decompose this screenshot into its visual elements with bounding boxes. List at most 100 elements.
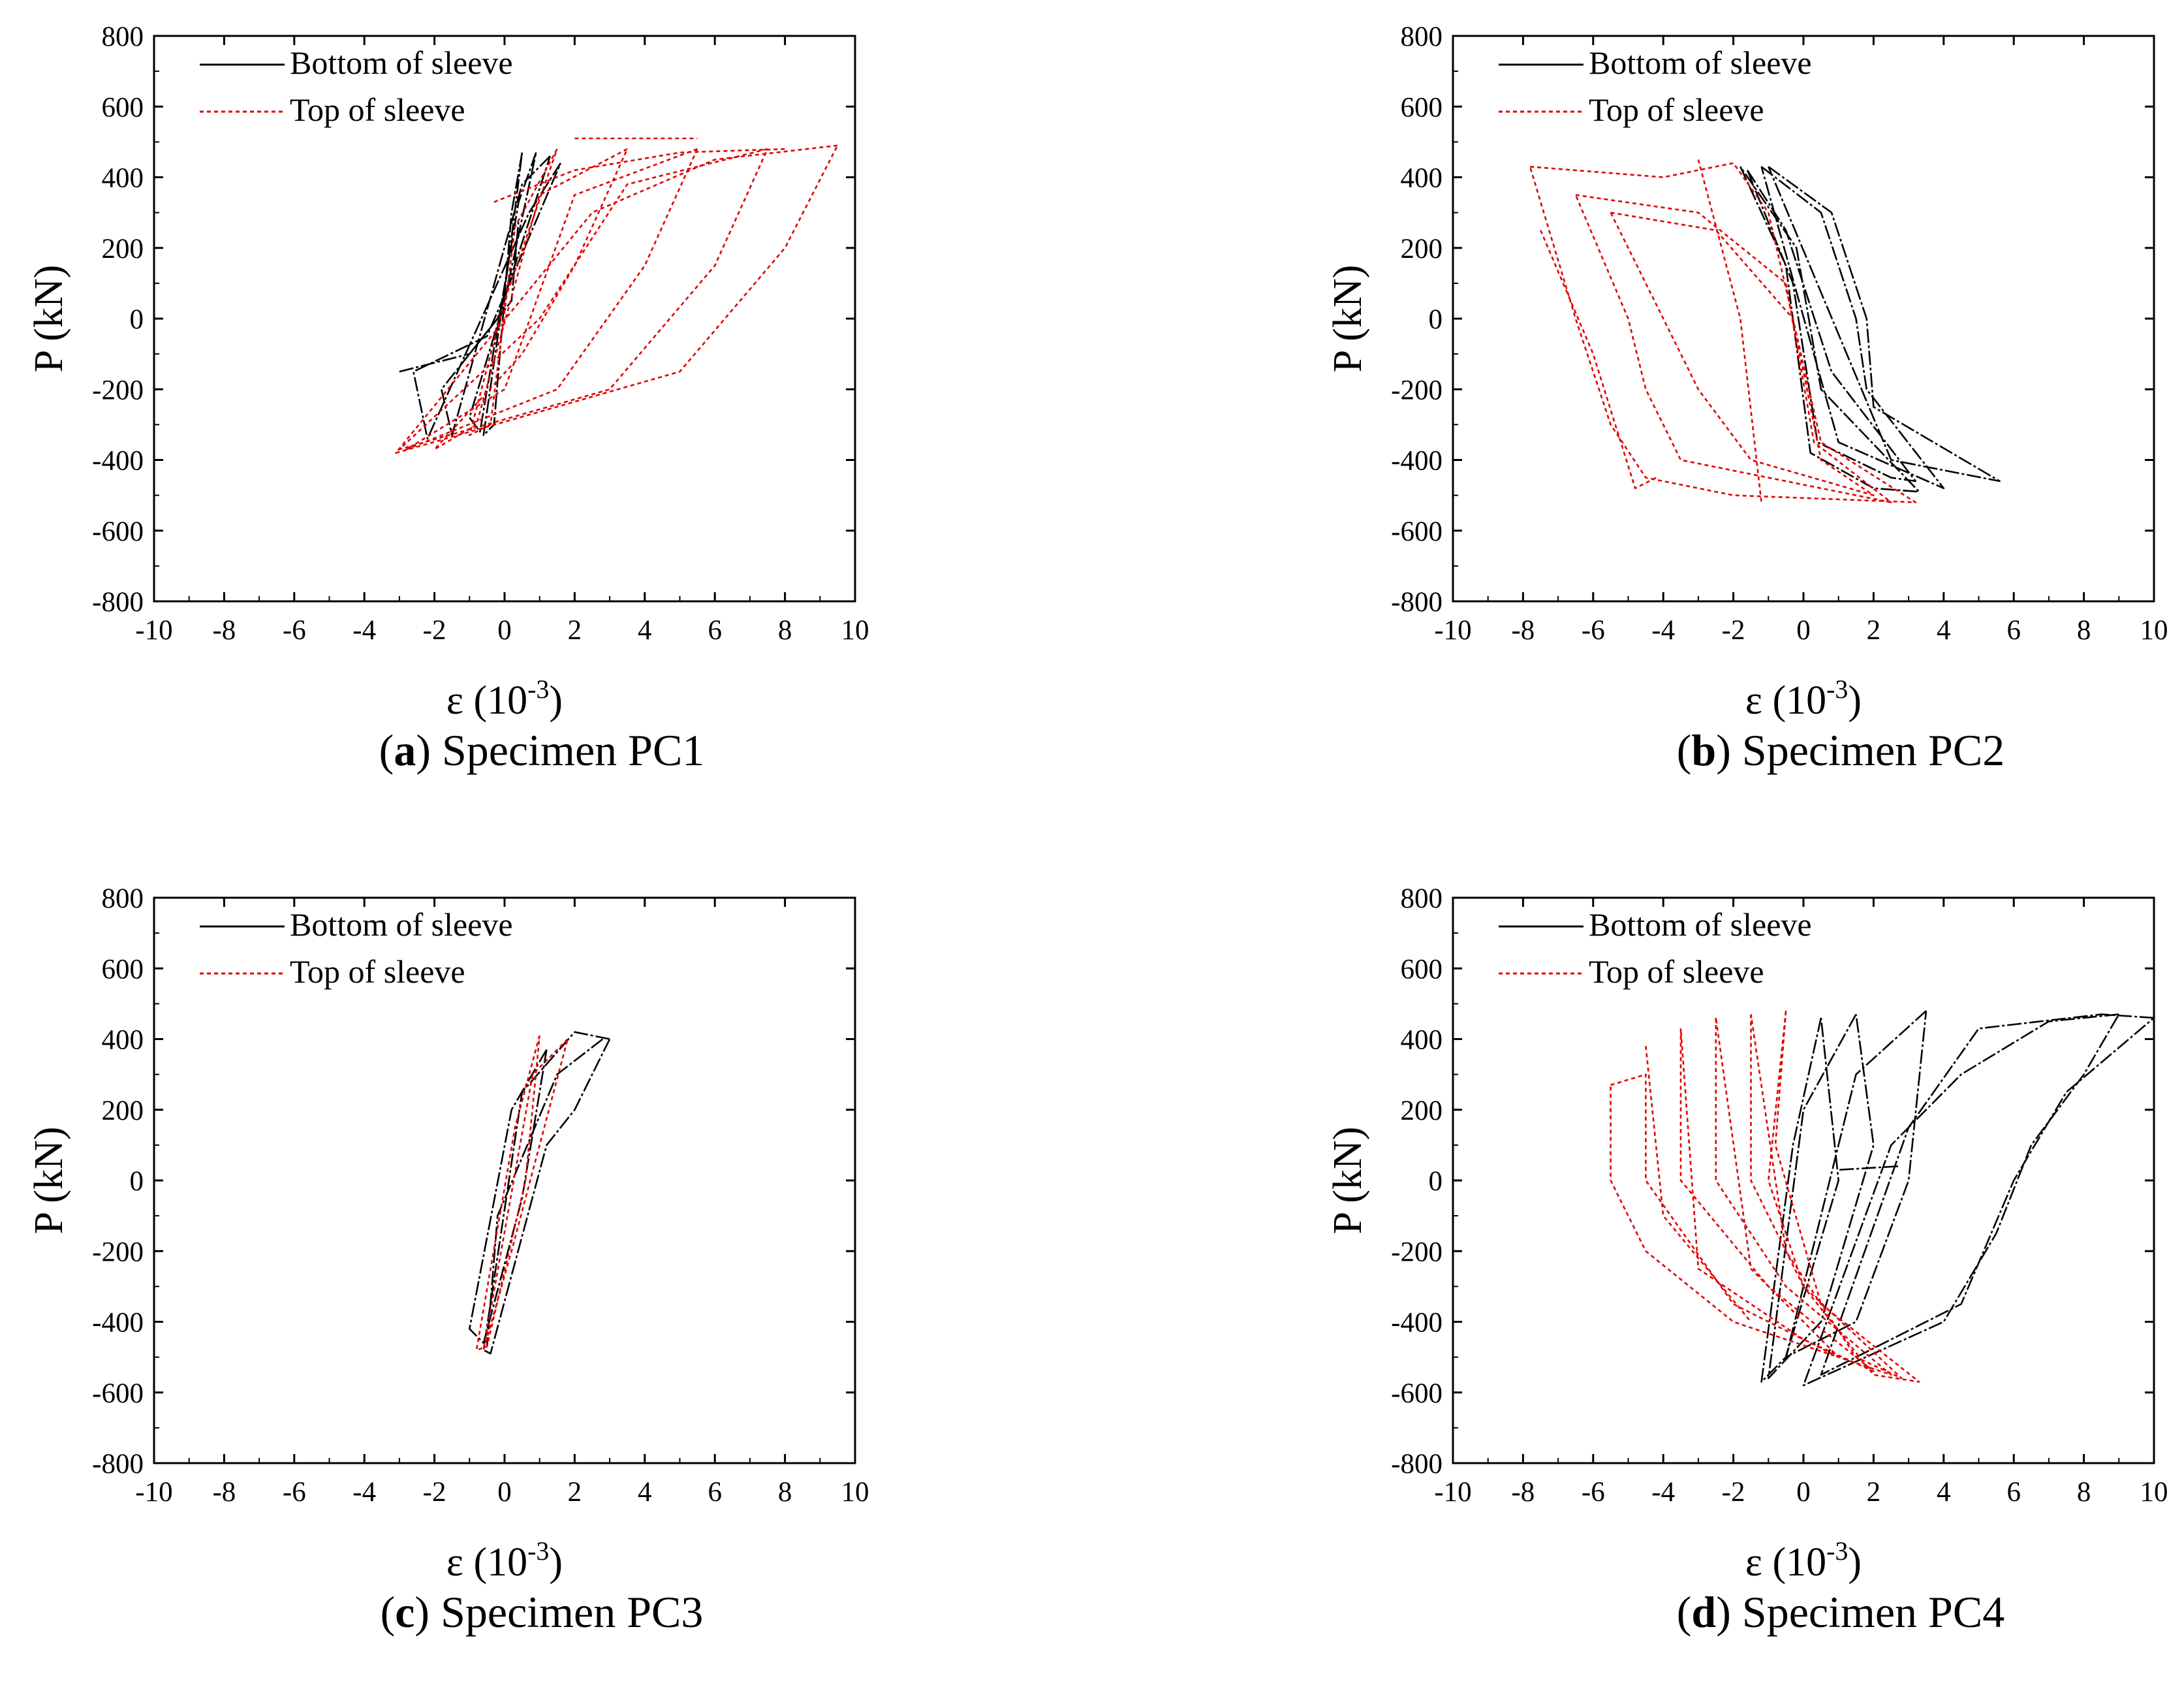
chart-d: -10 -8 -6 -4 -2 0 2 4 6 8 10 -800 -600 -400 -200 0 200 40…: [1326, 883, 2168, 1585]
caption-open-b: (: [1676, 725, 1692, 775]
x-tick-label: 2: [1867, 615, 1881, 646]
top-of-sleeve-curve: [1540, 230, 1657, 490]
x-tick-label: 4: [1937, 1477, 1951, 1508]
x-tick-label: 10: [841, 1477, 869, 1508]
x-tick-label: 8: [2077, 1477, 2091, 1508]
top-of-sleeve-curve: [395, 144, 839, 454]
x-tick-label: -4: [352, 615, 376, 646]
top-of-sleeve-curve: [493, 148, 785, 203]
x-tick-label: 2: [1867, 1477, 1881, 1508]
caption-letter-d: d: [1691, 1587, 1717, 1637]
x-tick-label: 0: [1796, 615, 1811, 646]
legend-label-bottom: Bottom of sleeve: [1589, 44, 1812, 81]
x-tick-label: 6: [2006, 1477, 2021, 1508]
y-tick-label: 600: [1401, 954, 1443, 985]
top-of-sleeve-curve: [1574, 194, 1892, 503]
top-of-sleeve-curve: [468, 148, 558, 436]
x-axis-title-exponent: -3: [1826, 1536, 1848, 1566]
top-of-sleeve-curve: [1610, 1073, 1840, 1358]
caption-open-a: (: [379, 725, 394, 775]
caption-open-d: (: [1676, 1587, 1692, 1637]
chart-a: -10 -8 -6 -4 -2 0 2 4 6 8 10 -800 -600 -400 -200 0 200 40…: [27, 22, 869, 723]
x-tick-label: 8: [778, 615, 792, 646]
x-tick-label: 6: [708, 615, 722, 646]
plot-frame: [153, 896, 856, 1464]
x-tick-label: 10: [841, 615, 869, 646]
caption-text-b: Specimen PC2: [1730, 725, 2005, 775]
chart-panel-b: -10 -8 -6 -4 -2 0 2 4 6 8 10 -800 -600 -400 -200 0 200 40…: [1299, 0, 2184, 829]
caption-d: (d) Specimen PC4: [1299, 1587, 2184, 1638]
top-of-sleeve-curve: [1697, 159, 1762, 503]
y-tick-label: -200: [1391, 375, 1443, 405]
y-tick-label: -600: [1391, 1378, 1443, 1409]
top-of-sleeve-curve: [1645, 1046, 1752, 1323]
legend-label-bottom: Bottom of sleeve: [290, 906, 513, 943]
y-tick-label: 400: [102, 163, 144, 194]
x-axis-title-main: ε (10: [1745, 678, 1826, 723]
x-axis-title-exponent: -3: [1826, 674, 1848, 704]
x-tick-label: 0: [497, 1477, 512, 1508]
chart-panel-a: -10 -8 -6 -4 -2 0 2 4 6 8 10 -800 -600 -400 -200 0 200 40…: [0, 0, 1084, 829]
y-tick-label: 600: [102, 92, 144, 123]
x-axis-title: ε (10-3): [1745, 674, 1862, 723]
y-tick-label: -800: [92, 1449, 144, 1479]
y-tick-label: 0: [1429, 1166, 1443, 1197]
caption-close-a: ): [416, 725, 431, 775]
bottom-of-sleeve-curve: [440, 155, 552, 436]
legend-label-top: Top of sleeve: [290, 91, 465, 128]
bottom-of-sleeve-curve: [468, 152, 537, 433]
series-group: [1610, 1010, 2154, 1387]
top-of-sleeve-curve: [1610, 212, 1875, 496]
x-axis-title-close: ): [549, 1540, 563, 1585]
top-of-sleeve-curve: [1679, 1028, 1875, 1372]
y-tick-label: 600: [102, 954, 144, 985]
bottom-of-sleeve-curve: [1760, 1017, 1840, 1383]
x-axis-title: ε (10-3): [446, 1536, 563, 1585]
bottom-of-sleeve-curve: [482, 1031, 611, 1355]
bottom-of-sleeve-curve: [486, 1038, 604, 1347]
legend-label-bottom: Bottom of sleeve: [290, 44, 513, 81]
x-tick-label: -10: [135, 615, 172, 646]
top-of-sleeve-curve: [398, 148, 768, 450]
bottom-of-sleeve-curve: [413, 163, 562, 440]
x-axis-title-close: ): [1848, 1540, 1862, 1585]
series-group: [1529, 159, 2001, 503]
x-tick-label: 6: [2006, 615, 2021, 646]
bottom-of-sleeve-curve: [468, 1049, 548, 1344]
top-of-sleeve-curve: [482, 1038, 569, 1351]
caption-close-d: ): [1716, 1587, 1731, 1637]
bottom-of-sleeve-curve: [1767, 1013, 1875, 1380]
x-tick-label: -8: [212, 615, 236, 646]
y-axis-title: P (kN): [1326, 265, 1370, 373]
bottom-of-sleeve-curve: [399, 219, 520, 373]
x-tick-label: 6: [708, 1477, 722, 1508]
series-group: [395, 137, 839, 454]
y-tick-label: -800: [92, 587, 144, 618]
y-axis-title: P (kN): [27, 265, 71, 373]
y-tick-label: 400: [1401, 1025, 1443, 1056]
y-tick-label: -400: [92, 1308, 144, 1338]
x-tick-label: 10: [2140, 1477, 2168, 1508]
x-tick-label: 0: [497, 615, 512, 646]
y-tick-label: 0: [130, 1166, 144, 1197]
x-tick-label: 2: [568, 615, 582, 646]
x-tick-label: 2: [568, 1477, 582, 1508]
y-tick-label: -200: [92, 1237, 144, 1267]
x-tick-label: -10: [1434, 1477, 1471, 1508]
top-of-sleeve-curve: [433, 148, 629, 450]
y-tick-label: 200: [102, 1096, 144, 1126]
x-axis-title: ε (10-3): [446, 674, 563, 723]
x-tick-label: -2: [423, 615, 446, 646]
y-tick-label: 800: [102, 883, 144, 914]
plot-frame: [153, 35, 856, 603]
legend-label-top: Top of sleeve: [1589, 953, 1764, 990]
x-tick-label: -6: [283, 615, 306, 646]
chart-panel-d: -10 -8 -6 -4 -2 0 2 4 6 8 10 -800 -600 -400 -200 0 200 40…: [1299, 862, 2184, 1691]
caption-close-c: ): [414, 1587, 430, 1637]
caption-c: (c) Specimen PC3: [0, 1587, 1084, 1638]
x-tick-label: -2: [423, 1477, 446, 1508]
y-tick-label: -400: [1391, 1308, 1443, 1338]
x-tick-label: -4: [352, 1477, 376, 1508]
y-axis-title: P (kN): [1326, 1127, 1370, 1235]
x-tick-label: -6: [1582, 615, 1605, 646]
